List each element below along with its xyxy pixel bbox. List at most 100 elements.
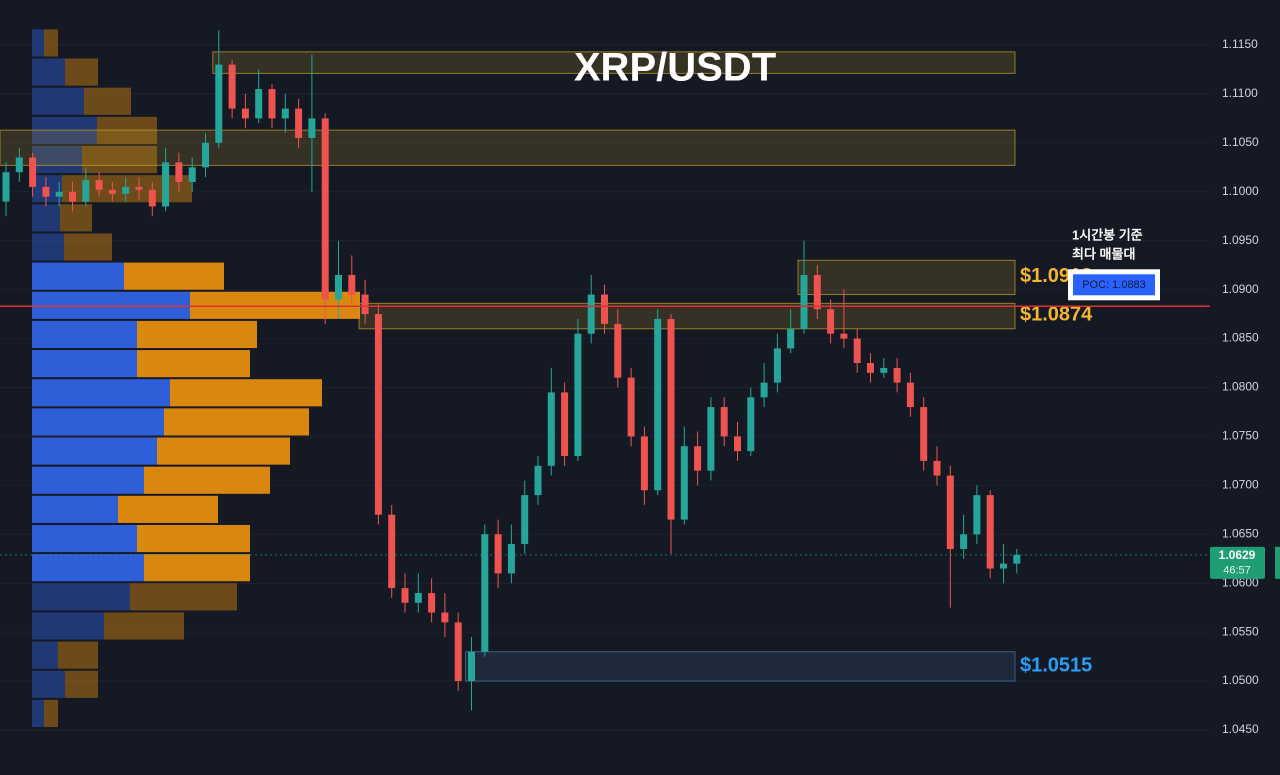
last-price-label: 1.0629 [1219,548,1256,562]
poc-note: 최다 매물대 [1072,247,1135,262]
candle-body [481,534,489,652]
zone [212,51,1016,74]
candle-body [494,534,502,574]
profile-buy [32,204,60,232]
candle-body [175,162,183,183]
profile-sell [104,612,184,640]
candle-body [853,338,861,364]
y-tick-label: 1.0800 [1222,380,1259,394]
candle-body [973,495,981,535]
y-tick-label: 1.0600 [1222,575,1259,589]
profile-buy [32,495,118,523]
candle-body [308,118,316,138]
candle-body [202,142,209,168]
y-tick-label: 1.0500 [1222,673,1259,687]
profile-buy [32,408,164,436]
candle-body [760,382,768,398]
profile-buy [32,145,82,174]
zone-label: $1.0515 [1020,655,1092,677]
candle-body [627,377,635,437]
last-price-tab [1275,546,1280,579]
candle-body [468,651,475,682]
candle-body [561,392,569,456]
candle-body [29,157,37,187]
candle-body [401,588,409,603]
candle-body [1000,563,1007,569]
candle-body [268,89,276,119]
candle-body [414,592,422,603]
candle-body [840,333,848,339]
last-price-box [1210,546,1265,579]
profile-sell [58,641,98,669]
profile-sell [144,554,250,582]
profile-buy [32,87,84,115]
candle-body [228,64,236,109]
candle-body [507,544,515,574]
profile-buy [32,29,44,57]
candle-body [720,407,728,437]
profile-buy [32,466,144,494]
candle-body [640,436,648,491]
zone [465,651,1016,682]
candle-body [348,274,356,295]
zone-label: $1.0874 [1020,303,1093,325]
candle-body [69,191,76,202]
candle-body [162,162,170,207]
profile-sell [190,291,360,319]
y-tick-label: 1.1100 [1222,86,1258,100]
candle-body [295,108,303,138]
profile-sell [164,408,309,436]
candle-body [773,348,781,383]
candle-body [521,495,529,545]
candle-body [960,534,968,549]
candle-body [135,186,143,190]
candle-body [534,465,542,496]
candle-body [867,363,874,373]
profile-buy [32,583,130,611]
profile-buy [32,670,65,698]
candle-body [95,180,103,190]
candle-body [906,382,914,408]
profile-buy [32,524,137,553]
poc-box-inner [1073,274,1155,296]
candle-body [2,172,10,202]
candle-body [122,186,130,194]
candle-body [42,186,50,197]
candle-body [547,392,555,466]
candle-body [55,191,63,197]
profile-sell [84,87,131,115]
candle-body [813,274,821,310]
candle-body [601,294,608,324]
profile-sell [124,262,224,290]
y-tick-label: 1.0750 [1222,429,1259,443]
candle-body [920,407,928,461]
y-tick-label: 1.1150 [1222,37,1258,51]
candle-body [986,495,994,569]
profile-sell [118,495,218,523]
candle-body [15,157,23,173]
y-tick-label: 1.0850 [1222,331,1259,345]
poc-label: POC: 1.0883 [1082,279,1146,291]
candle-body [335,274,342,300]
candle-body [827,309,835,334]
profile-sell [137,524,250,553]
candle-body [255,89,263,119]
profile-sell [65,58,98,86]
candle-body [574,333,582,456]
profile-sell [82,145,157,174]
profile-sell [64,233,112,261]
candle-body [1013,554,1021,564]
chart-title: XRP/USDT [574,46,776,90]
poc-note: 1시간봉 기준 [1072,228,1143,243]
candle-body [946,475,954,549]
candle-body [215,64,223,143]
profile-sell [44,29,58,57]
profile-sell [60,204,92,232]
candle-body [800,274,808,329]
profile-buy [32,379,170,407]
candle-body [694,446,702,471]
y-tick-label: 1.0700 [1222,478,1259,492]
y-tick-label: 1.0450 [1222,722,1259,736]
candle-body [428,592,436,613]
candle-body [148,189,156,207]
